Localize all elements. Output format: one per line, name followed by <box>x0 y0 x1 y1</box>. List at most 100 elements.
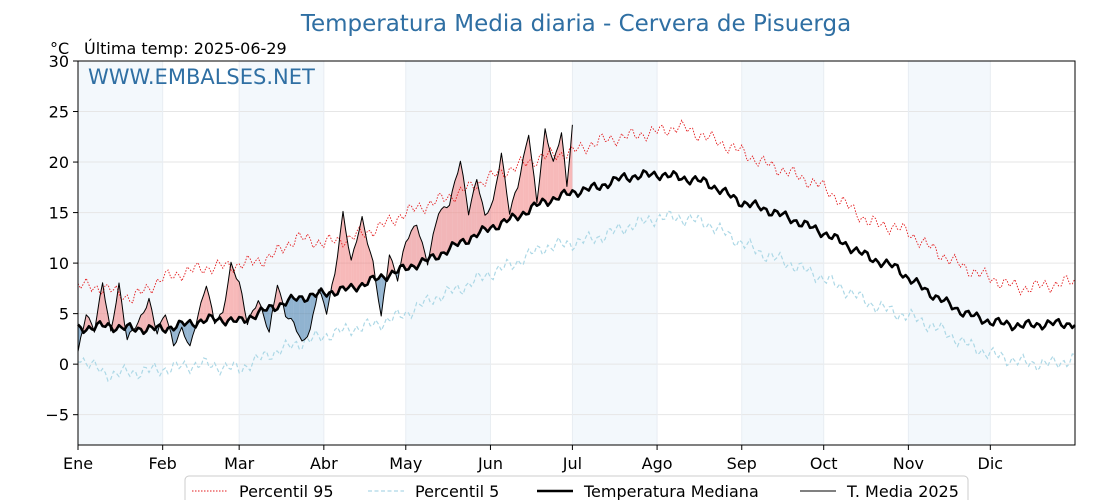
anomaly-fill-day-55 <box>228 262 231 321</box>
anomaly-fill-day-154 <box>498 153 502 230</box>
anomaly-fill-day-120 <box>405 238 409 270</box>
plot-frame <box>77 60 1076 446</box>
anomaly-fill-day-180 <box>569 124 573 195</box>
anomaly-fill-day-147 <box>479 193 483 233</box>
anomaly-fill-day-131 <box>435 213 439 260</box>
anomaly-fill-day-139 <box>457 161 461 246</box>
anomaly-fill-day-173 <box>550 153 554 203</box>
anomaly-fill-day-177 <box>561 132 565 193</box>
x-tick-label: Nov <box>893 454 924 473</box>
anomaly-fill-day-31 <box>162 314 166 333</box>
month-band-5 <box>908 61 991 445</box>
anomaly-fill-day-105 <box>364 230 368 286</box>
anomaly-fill-day-156 <box>504 171 507 222</box>
anomaly-fill-day-22 <box>138 315 141 329</box>
anomaly-fill-day-35 <box>173 327 177 346</box>
series-line-percentil-95 <box>77 119 1076 304</box>
anomaly-fill-day-146 <box>476 179 480 238</box>
anomaly-fill-day-54 <box>225 281 229 326</box>
anomaly-fill-day-153 <box>495 171 499 230</box>
anomaly-fill-day-85 <box>310 293 313 330</box>
anomaly-fill-day-175 <box>556 145 559 200</box>
anomaly-fill-day-145 <box>474 179 477 238</box>
anomaly-fill-day-40 <box>187 320 190 346</box>
anomaly-fill-day-84 <box>307 293 311 337</box>
series-line-percentil-5 <box>77 210 1076 383</box>
y-tick-label: 0 <box>59 355 69 374</box>
anomaly-fill-day-137 <box>452 181 455 244</box>
y-tick-label: 30 <box>49 52 69 71</box>
x-tick-label: Ago <box>642 454 673 473</box>
anomaly-fill-day-10 <box>105 300 109 327</box>
anomaly-fill-day-123 <box>413 225 417 270</box>
anomaly-fill-day-41 <box>189 320 193 346</box>
month-band-1 <box>239 61 324 445</box>
anomaly-fill-day-149 <box>484 213 488 232</box>
legend-label: Temperatura Mediana <box>583 482 759 500</box>
anomaly-fill-day-86 <box>312 293 316 315</box>
series-line-t-media-2025 <box>77 124 573 352</box>
anomaly-fill-day-125 <box>419 235 423 265</box>
anomaly-fill-day-13 <box>113 302 117 332</box>
anomaly-fill-day-119 <box>403 242 406 270</box>
x-tick-label: Jun <box>477 454 503 473</box>
anomaly-fill-day-106 <box>367 243 371 285</box>
anomaly-fill-day-172 <box>547 142 551 206</box>
anomaly-fill-day-90 <box>323 292 327 315</box>
series-lines <box>77 119 1076 383</box>
anomaly-fill-day-102 <box>356 229 360 292</box>
chart-title: Temperatura Media diaria - Cervera de Pi… <box>300 11 851 37</box>
anomaly-fill-day-150 <box>487 207 491 232</box>
y-tick-label: 10 <box>49 254 69 273</box>
anomaly-fill-day-97 <box>342 211 346 291</box>
legend: Percentil 95 Percentil 5 Temperatura Media… <box>184 475 969 500</box>
anomaly-fill-day-164 <box>525 135 529 215</box>
watermark: WWW.EMBALSES.NET <box>88 65 315 89</box>
y-tick-label: 20 <box>49 153 69 172</box>
anomaly-fill-day-69 <box>266 305 270 333</box>
anomaly-fill-day-53 <box>222 299 226 326</box>
month-band-0 <box>78 61 163 445</box>
y-tick-label: 5 <box>59 305 69 324</box>
x-tick-label: Oct <box>810 454 838 473</box>
anomaly-fill-day-24 <box>143 307 147 334</box>
anomaly-fill-day-37 <box>179 320 182 334</box>
anomaly-fill-day-142 <box>465 195 469 244</box>
anomaly-fill-day-94 <box>334 256 338 296</box>
month-bands <box>78 61 991 445</box>
anomaly-fill-day-111 <box>381 274 384 317</box>
y-tick-label: 25 <box>49 103 69 122</box>
legend-label: Percentil 5 <box>415 482 499 500</box>
anomaly-fill-day-56 <box>230 262 234 322</box>
anomaly-fill-day-78 <box>291 295 294 323</box>
legend-label: Percentil 95 <box>239 482 334 500</box>
anomaly-fill-day-144 <box>471 188 475 237</box>
x-tick-label: Jul <box>562 454 582 473</box>
anomaly-fill-day-134 <box>444 206 447 255</box>
anomaly-fill-day-135 <box>446 205 450 255</box>
y-tick-label: 15 <box>49 204 69 223</box>
anomaly-fill-day-0 <box>78 324 81 352</box>
x-tick-label: Feb <box>149 454 177 473</box>
anomaly-fill-day-166 <box>531 156 535 207</box>
anomaly-fill-day-83 <box>304 300 308 340</box>
anomaly-fill-day-46 <box>203 286 207 323</box>
anomaly-fill-day-80 <box>296 296 300 336</box>
x-tick-label: May <box>389 454 422 473</box>
x-tick-label: Dic <box>978 454 1004 473</box>
y-axis-unit-label: °C <box>50 39 69 58</box>
anomaly-fill-day-174 <box>553 152 557 200</box>
anomaly-fill-day-57 <box>233 270 237 322</box>
anomaly-fill-day-82 <box>301 296 305 342</box>
x-tick-label: Abr <box>310 454 338 473</box>
anomaly-fill-day-169 <box>539 152 543 205</box>
anomaly-fill-day-9 <box>102 282 106 327</box>
anomaly-fill-day-64 <box>252 307 256 319</box>
x-tick-label: Sep <box>727 454 757 473</box>
anomaly-fill-day-14 <box>116 283 119 330</box>
anomaly-fill-day-18 <box>127 323 130 340</box>
anomaly-fill-day-60 <box>241 293 245 323</box>
anomaly-fill-day-138 <box>454 173 458 246</box>
x-tick-label: Mar <box>224 454 255 473</box>
